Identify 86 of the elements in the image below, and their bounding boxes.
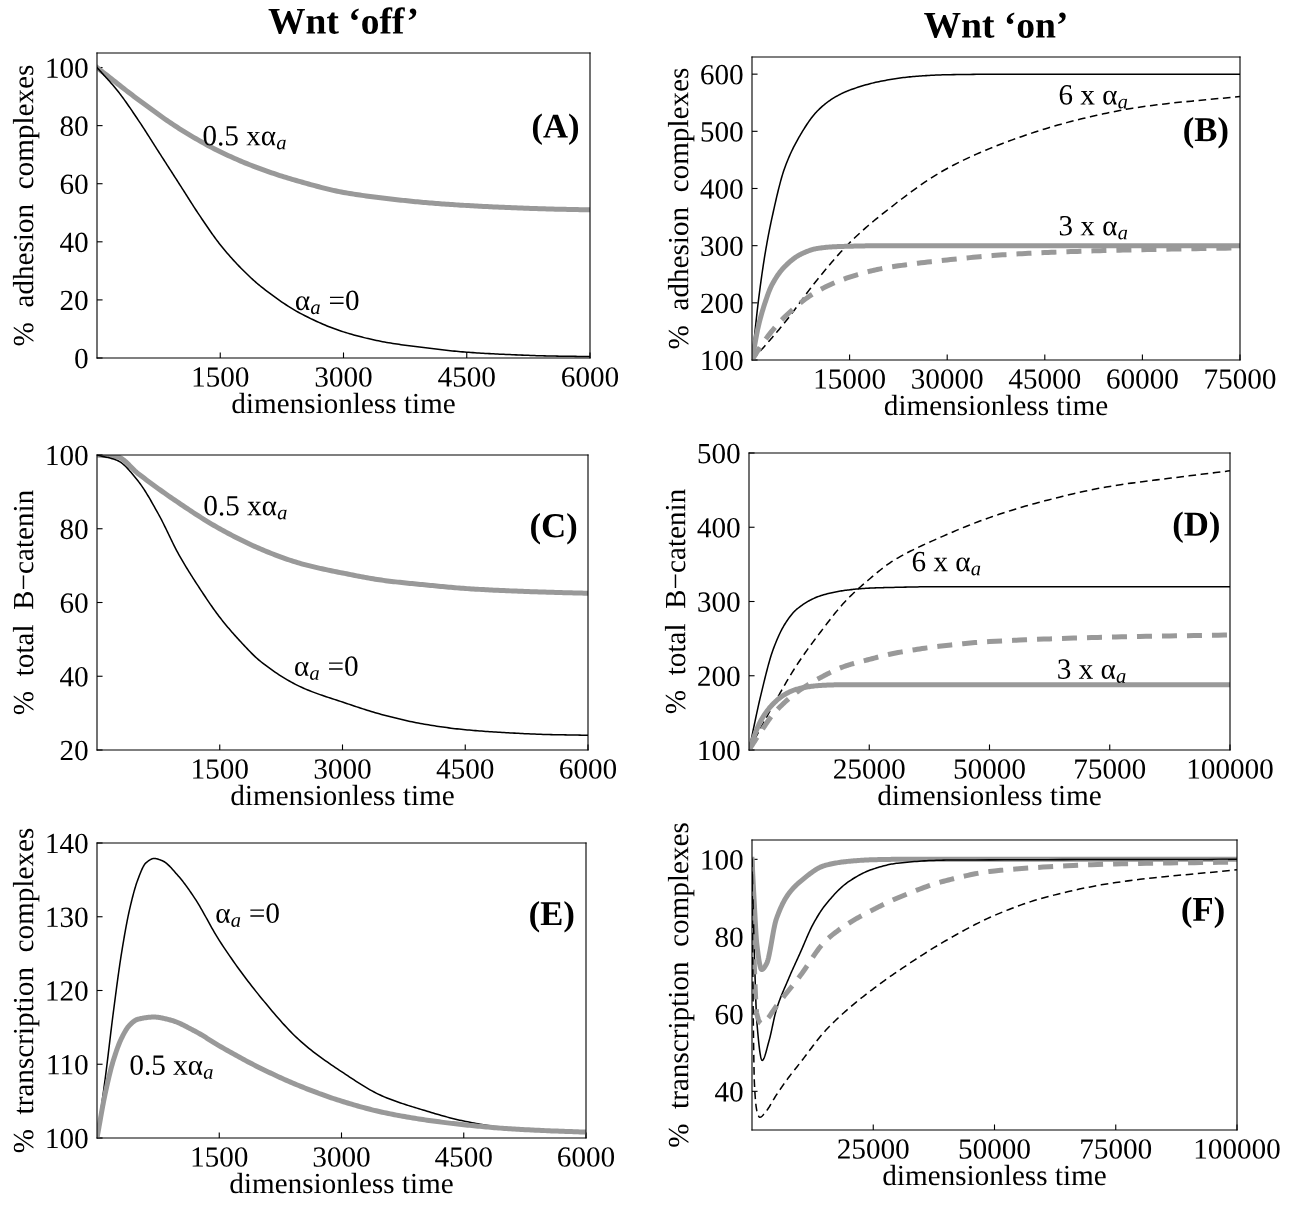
x-tick-label: 30000 (912, 369, 983, 389)
x-tick-label: 25000 (838, 1139, 909, 1159)
x-tick-label: 6000 (562, 367, 619, 387)
y-tick-label: 60 (60, 593, 88, 613)
annotation: α$_{a}$ =0 (216, 903, 279, 927)
y-tick-label: 40 (715, 1082, 743, 1102)
annotation: 3 x α$_{a}$ (1059, 215, 1128, 240)
x-tick-label: 50000 (954, 759, 1025, 779)
y-tick-label: 120 (47, 981, 88, 1001)
x-tick-label: 6000 (560, 759, 617, 779)
y-tick-label: 40 (60, 666, 88, 687)
annotation: α$_{a}$ =0 (295, 656, 358, 680)
y-tick-label: 400 (697, 517, 740, 538)
y-tick-label: 100 (47, 445, 88, 466)
annotation: 0.5 xα$_{a}$ (130, 1055, 213, 1079)
x-axis-title: dimensionless time (878, 784, 1101, 806)
x-tick-label: 4500 (435, 1147, 492, 1167)
x-tick-label: 3000 (313, 1147, 370, 1167)
y-axis-title: % transcription complexes (667, 823, 695, 1147)
y-tick-label: 80 (60, 116, 88, 137)
annotation: (F) (1182, 896, 1224, 929)
y-tick-label: 0 (75, 348, 88, 369)
annotation: 6 x α$_{a}$ (912, 551, 981, 576)
y-axis-title: % adhesion complexes (667, 68, 695, 349)
x-tick-label: 50000 (959, 1139, 1030, 1159)
annotation: α$_{a}$ =0 (295, 290, 359, 315)
annotation: 6 x α$_{a}$ (1059, 85, 1128, 109)
x-tick-label: 75000 (1205, 369, 1276, 389)
x-tick-label: 25000 (834, 759, 905, 779)
annotation: (C) (531, 513, 577, 545)
annotation: (A) (532, 113, 579, 145)
y-axis-title: % adhesion complexes (12, 65, 40, 346)
y-tick-label: 100 (702, 850, 743, 870)
y-tick-label: 80 (715, 927, 743, 948)
y-tick-label: 130 (47, 907, 88, 928)
y-tick-label: 200 (701, 293, 743, 314)
y-tick-label: 60 (60, 174, 88, 195)
annotation: 0.5 xα$_{a}$ (203, 125, 286, 150)
x-tick-label: 15000 (815, 369, 885, 389)
y-tick-label: 600 (701, 64, 743, 85)
y-tick-label: 100 (699, 740, 740, 761)
x-tick-label: 4500 (436, 759, 494, 779)
y-tick-label: 100 (47, 1128, 88, 1149)
y-tick-label: 500 (698, 443, 740, 464)
y-tick-label: 200 (698, 666, 740, 687)
y-tick-label: 500 (701, 122, 743, 142)
x-axis-title: dimensionless time (232, 392, 455, 414)
x-tick-label: 1500 (193, 759, 248, 779)
y-tick-label: 300 (698, 592, 740, 612)
x-tick-label: 6000 (558, 1147, 615, 1167)
x-tick-label: 100000 (1195, 1139, 1280, 1159)
x-axis-title: dimensionless time (884, 394, 1108, 416)
y-tick-label: 20 (60, 290, 88, 311)
annotation: (B) (1184, 117, 1228, 149)
x-tick-label: 100000 (1188, 759, 1273, 779)
x-axis-title: dimensionless time (230, 1172, 453, 1194)
x-tick-label: 3000 (315, 367, 372, 387)
x-tick-label: 75000 (1075, 759, 1146, 779)
x-axis-title: dimensionless time (231, 784, 454, 806)
annotation: (E) (530, 901, 574, 933)
x-tick-label: 60000 (1107, 369, 1178, 389)
y-axis-title: % transcription complexes (12, 828, 40, 1153)
y-tick-label: 400 (700, 179, 743, 199)
y-axis-title: % total B−catenin (664, 489, 686, 714)
y-tick-label: 60 (715, 1004, 743, 1025)
annotation: 3 x α$_{a}$ (1058, 659, 1126, 683)
y-axis-title: % total B−catenin (12, 490, 34, 715)
y-tick-label: 100 (47, 58, 88, 78)
y-tick-label: 300 (701, 236, 743, 257)
y-tick-label: 20 (60, 740, 88, 761)
chart-title: Wnt ‘on’ (924, 12, 1066, 39)
x-tick-label: 75000 (1081, 1139, 1152, 1159)
x-tick-label: 3000 (314, 759, 371, 779)
y-tick-label: 40 (60, 232, 88, 253)
y-tick-label: 140 (47, 833, 88, 854)
annotation: (D) (1173, 511, 1219, 543)
y-tick-label: 110 (48, 1054, 88, 1075)
y-tick-label: 100 (702, 350, 743, 371)
x-tick-label: 45000 (1008, 369, 1081, 389)
annotation: 0.5 xα$_{a}$ (204, 495, 287, 520)
x-tick-label: 1500 (193, 367, 249, 387)
chart-title: Wnt ‘off’ (268, 7, 417, 35)
x-tick-label: 1500 (192, 1147, 248, 1167)
x-axis-title: dimensionless time (883, 1164, 1106, 1186)
y-tick-label: 80 (60, 519, 88, 540)
x-tick-label: 4500 (438, 367, 495, 387)
